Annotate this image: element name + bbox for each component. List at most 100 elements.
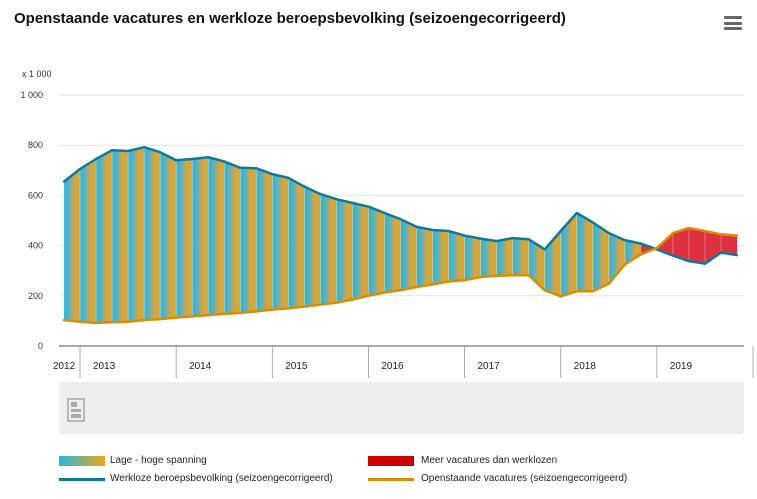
spanning-area-segment [608,233,625,284]
werkloze-point[interactable] [575,211,578,215]
werkloze-point[interactable] [271,172,274,176]
werkloze-point[interactable] [158,151,162,154]
vacatures-point[interactable] [255,310,258,313]
vacatures-point[interactable] [639,253,643,256]
vacatures-point[interactable] [575,290,578,293]
werkloze-point[interactable] [527,238,530,241]
werkloze-point[interactable] [383,211,386,215]
werkloze-point[interactable] [415,225,418,228]
vacatures-point[interactable] [655,246,659,250]
werkloze-point[interactable] [303,185,306,188]
werkloze-point[interactable] [207,156,210,159]
werkloze-point[interactable] [543,248,546,251]
vacatures-point[interactable] [62,318,66,322]
werkloze-point[interactable] [495,239,498,243]
spanning-area-segment [352,202,369,300]
werkloze-point[interactable] [447,229,450,233]
spanning-area-segment [464,235,481,281]
vacatures-point[interactable] [463,279,466,282]
vacatures-point[interactable] [126,320,130,323]
werkloze-point[interactable] [591,221,594,224]
vacatures-point[interactable] [399,289,402,292]
vacatures-point[interactable] [591,290,594,293]
werkloze-point[interactable] [351,201,354,205]
vacatures-point[interactable] [207,313,210,317]
werkloze-point[interactable] [287,176,290,180]
werkloze-point[interactable] [623,238,627,242]
vacatures-point[interactable] [479,275,482,279]
vacatures-point[interactable] [94,321,98,325]
werkloze-point[interactable] [735,253,739,257]
werkloze-point[interactable] [319,192,322,196]
legend-label-spanning[interactable]: Lage - hoge spanning [110,455,207,466]
vacatures-point[interactable] [511,274,514,277]
vacatures-point[interactable] [607,282,611,285]
werkloze-point[interactable] [126,149,130,153]
vacatures-point[interactable] [78,320,82,323]
werkloze-point[interactable] [687,259,691,263]
vacatures-point[interactable] [303,305,306,308]
vacatures-point[interactable] [158,317,162,321]
vacatures-point[interactable] [431,283,434,286]
werkloze-point[interactable] [174,159,178,162]
werkloze-point[interactable] [463,234,466,237]
vacatures-point[interactable] [415,285,418,289]
x-tick-label: 2019 [670,361,693,372]
vacatures-point[interactable] [735,234,739,237]
werkloze-point[interactable] [335,197,338,201]
vacatures-point[interactable] [447,280,450,283]
vacatures-point[interactable] [239,311,242,315]
werkloze-point[interactable] [559,229,562,233]
werkloze-point[interactable] [78,167,82,171]
vacatures-point[interactable] [223,312,226,316]
vacatures-point[interactable] [543,289,546,292]
vacatures-point[interactable] [671,231,675,235]
werkloze-point[interactable] [719,251,723,254]
vacatures-point[interactable] [367,294,370,297]
spanning-area-segment [480,238,497,277]
vacatures-point[interactable] [335,301,338,304]
vacatures-point[interactable] [719,233,723,236]
werkloze-point[interactable] [367,205,370,208]
spanning-area-segment [512,238,529,276]
vacatures-point[interactable] [174,316,178,319]
vacatures-point[interactable] [190,315,194,318]
werkloze-point[interactable] [399,218,402,221]
vacatures-point[interactable] [319,303,322,306]
navigator-bar[interactable] [59,382,744,434]
spanning-area-segment [224,161,241,314]
werkloze-point[interactable] [671,254,675,257]
vacatures-point[interactable] [142,318,146,322]
vacatures-point[interactable] [527,274,530,277]
vacatures-point[interactable] [351,298,354,301]
legend-label-vacatures[interactable]: Openstaande vacatures (seizoengecorrigee… [421,473,628,484]
werkloze-point[interactable] [239,166,242,169]
y-unit-label: x 1 000 [22,69,52,79]
werkloze-point[interactable] [62,180,66,183]
legend-label-meer-vacatures[interactable]: Meer vacatures dan werklozen [421,455,558,466]
vacatures-point[interactable] [110,320,114,324]
vacatures-point[interactable] [271,308,274,311]
legend-label-werkloze[interactable]: Werkloze beroepsbevolking (seizoengecorr… [110,473,333,484]
werkloze-point[interactable] [431,228,434,232]
hamburger-menu-icon[interactable] [724,16,742,30]
werkloze-point[interactable] [190,157,194,161]
vacatures-point[interactable] [495,274,498,277]
vacatures-point[interactable] [623,263,627,266]
werkloze-point[interactable] [142,146,146,149]
werkloze-point[interactable] [479,237,482,240]
vacatures-point[interactable] [687,226,691,230]
werkloze-point[interactable] [110,149,114,152]
werkloze-point[interactable] [703,262,707,265]
vacatures-point[interactable] [559,295,562,298]
vacatures-point[interactable] [703,229,707,233]
werkloze-point[interactable] [511,236,514,240]
vacatures-point[interactable] [287,307,290,310]
werkloze-point[interactable] [223,160,226,163]
werkloze-point[interactable] [255,167,258,170]
werkloze-point[interactable] [94,157,98,161]
werkloze-point[interactable] [607,231,611,235]
vacatures-point[interactable] [383,291,386,294]
werkloze-point[interactable] [639,242,643,245]
